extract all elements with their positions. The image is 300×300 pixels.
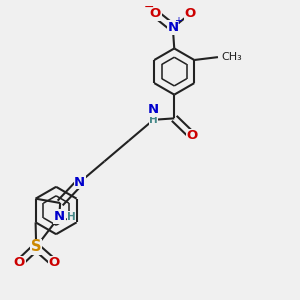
Text: N: N bbox=[74, 176, 85, 189]
Text: N: N bbox=[147, 103, 158, 116]
Text: H: H bbox=[67, 212, 76, 222]
Text: +: + bbox=[174, 16, 182, 26]
Text: O: O bbox=[184, 7, 196, 20]
Text: O: O bbox=[14, 256, 25, 269]
Text: O: O bbox=[49, 256, 60, 269]
Text: O: O bbox=[150, 7, 161, 20]
Text: CH₃: CH₃ bbox=[221, 52, 242, 62]
Text: H: H bbox=[149, 115, 158, 125]
Text: N: N bbox=[167, 21, 178, 34]
Text: N: N bbox=[54, 210, 65, 223]
Text: O: O bbox=[187, 129, 198, 142]
Text: S: S bbox=[31, 239, 41, 254]
Text: −: − bbox=[144, 1, 154, 14]
